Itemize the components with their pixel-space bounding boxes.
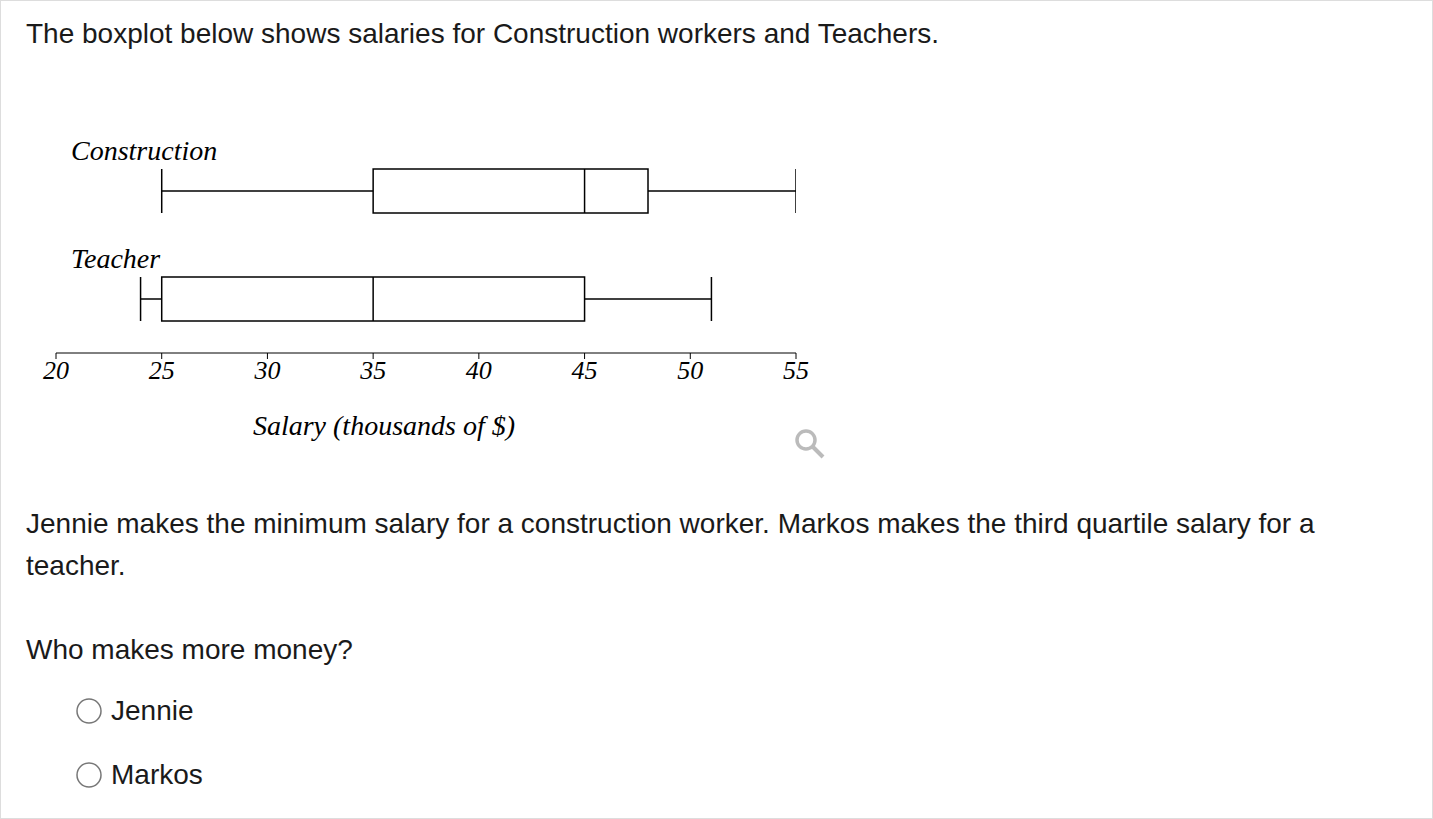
svg-text:45: 45 <box>572 356 598 385</box>
svg-text:20: 20 <box>43 356 69 385</box>
svg-text:55: 55 <box>783 356 809 385</box>
svg-text:Teacher: Teacher <box>71 243 160 274</box>
html-text:Jennie makes the minimum salar: Jennie makes the minimum salary for a co… <box>26 508 1315 581</box>
svg-text:25: 25 <box>149 356 175 385</box>
svg-text:Construction: Construction <box>71 135 217 166</box>
html-text:Markos: Markos <box>111 759 203 790</box>
svg-text:35: 35 <box>359 356 386 385</box>
svg-text:30: 30 <box>253 356 280 385</box>
html-text:Who makes more money?: Who makes more money? <box>26 634 353 665</box>
svg-text:50: 50 <box>677 356 703 385</box>
html-text:The boxplot below shows salari: The boxplot below shows salaries for Con… <box>26 18 939 49</box>
svg-text:40: 40 <box>466 356 492 385</box>
html-text:Jennie: Jennie <box>111 695 194 726</box>
svg-text:Salary (thousands of $): Salary (thousands of $) <box>253 410 515 441</box>
